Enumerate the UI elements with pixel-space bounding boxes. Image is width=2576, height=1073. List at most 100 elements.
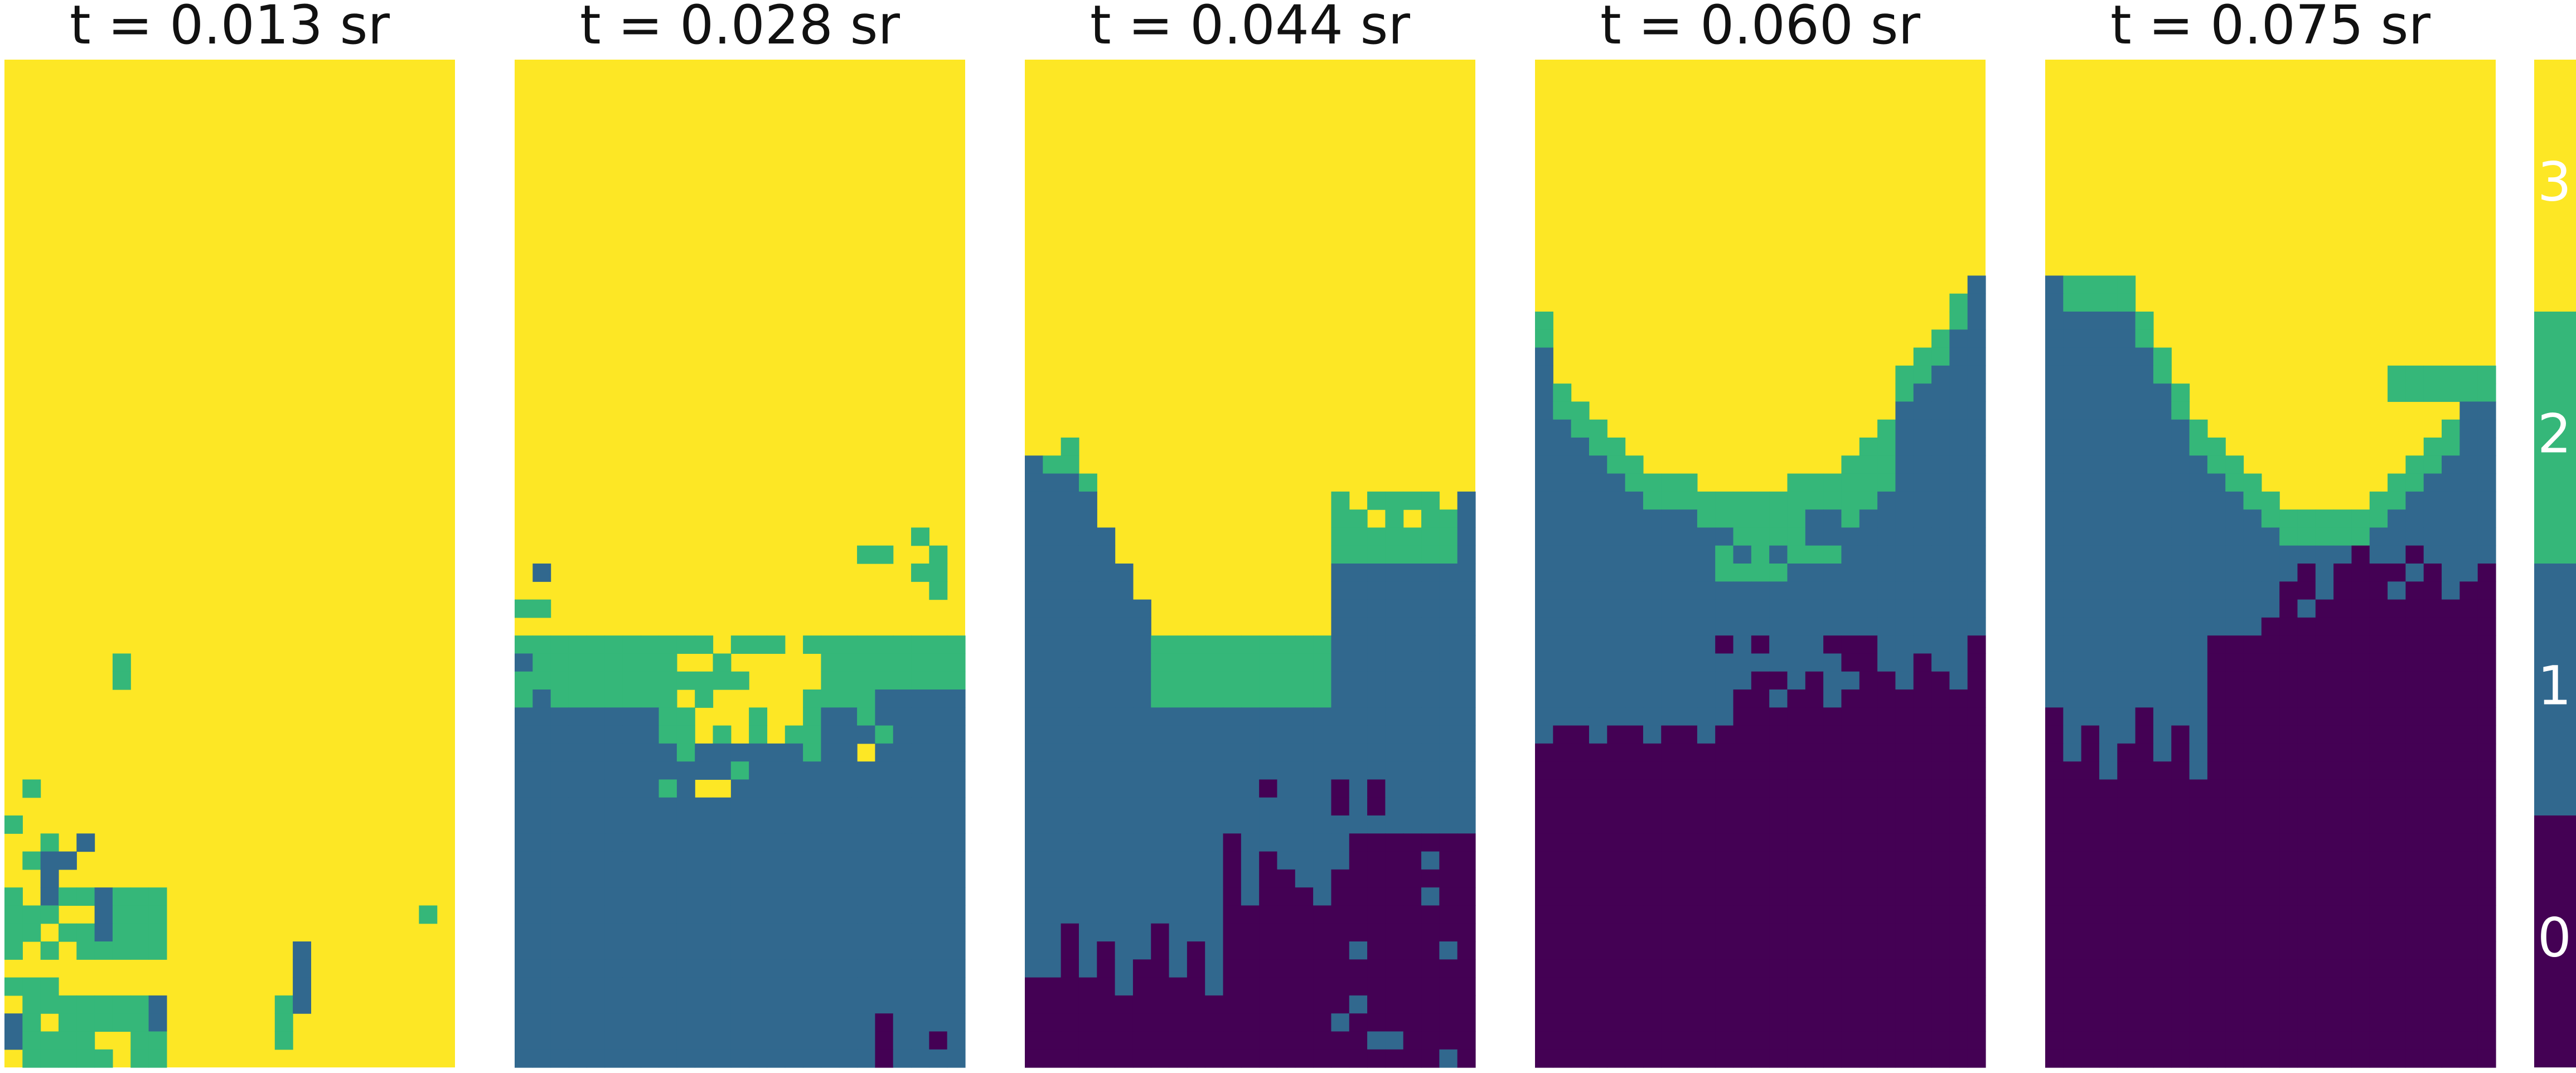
heatmap-cell [839, 1049, 858, 1068]
heatmap-cell [1787, 1031, 1806, 1050]
heatmap-cell [1841, 743, 1860, 762]
heatmap-cell [1913, 564, 1932, 582]
heatmap-cell [1295, 690, 1314, 708]
heatmap-cell [2442, 365, 2460, 384]
heatmap-cell [2261, 779, 2280, 798]
heatmap-cell [2369, 599, 2388, 618]
heatmap-cell [1949, 653, 1968, 672]
heatmap-cell [1151, 761, 1170, 780]
heatmap-cell [1169, 941, 1188, 960]
heatmap-cell [94, 887, 113, 906]
heatmap-cell [929, 887, 948, 906]
heatmap-cell [1661, 581, 1680, 600]
heatmap-cell [641, 1013, 660, 1032]
heatmap-cell [730, 815, 749, 834]
heatmap-cell [2225, 1049, 2244, 1068]
heatmap-cell [2045, 455, 2064, 474]
heatmap-cell [1931, 1049, 1950, 1068]
heatmap-cell [1751, 527, 1770, 546]
heatmap-cell [1115, 779, 1134, 798]
heatmap-cell [893, 977, 912, 996]
heatmap-cell [767, 635, 786, 654]
heatmap-cell [1457, 797, 1476, 816]
heatmap-cell [1715, 690, 1734, 708]
heatmap-cell [2207, 671, 2226, 690]
heatmap-cell [929, 743, 948, 762]
heatmap-cell [1769, 599, 1788, 618]
heatmap-cell [2297, 959, 2316, 978]
heatmap-cell [1571, 564, 1590, 582]
heatmap-cell [2477, 815, 2496, 834]
heatmap-cell [1769, 491, 1788, 510]
heatmap-cell [1877, 617, 1896, 636]
heatmap-cell [1643, 959, 1662, 978]
heatmap-cell [1553, 581, 1572, 600]
heatmap-cell [1169, 761, 1188, 780]
heatmap-cell [2117, 995, 2136, 1014]
heatmap-cell [1787, 851, 1806, 870]
heatmap-cell [587, 923, 606, 942]
heatmap-cell [695, 1013, 714, 1032]
heatmap-cell [1259, 959, 1278, 978]
heatmap-cell [2369, 690, 2388, 708]
heatmap-cell [1043, 653, 1062, 672]
heatmap-cell [2315, 653, 2334, 672]
heatmap-cell [1421, 564, 1440, 582]
heatmap-cell [929, 690, 948, 708]
heatmap-cell [2063, 1031, 2082, 1050]
heatmap-cell [1439, 653, 1458, 672]
heatmap-cell [1859, 797, 1878, 816]
heatmap-cell [2243, 815, 2262, 834]
heatmap-cell [1967, 977, 1986, 996]
heatmap-cell [2459, 564, 2478, 582]
heatmap-cell [2081, 707, 2100, 726]
heatmap-cell [2369, 1031, 2388, 1050]
heatmap-cell [1697, 671, 1716, 690]
heatmap-cell [1625, 941, 1644, 960]
heatmap-cell [1241, 761, 1260, 780]
heatmap-cell [1169, 1031, 1188, 1050]
heatmap-cell [1931, 1031, 1950, 1050]
heatmap-cell [604, 743, 623, 762]
heatmap-cell [1805, 707, 1824, 726]
heatmap-cell [1553, 977, 1572, 996]
heatmap-cell [148, 887, 167, 906]
heatmap-cell [2243, 977, 2262, 996]
heatmap-cell [94, 905, 113, 924]
heatmap-cell [1589, 743, 1607, 762]
heatmap-cell [2189, 779, 2208, 798]
heatmap-cell [1751, 707, 1770, 726]
heatmap-cell [1259, 941, 1278, 960]
heatmap-cell [1349, 564, 1368, 582]
heatmap-cell [1169, 707, 1188, 726]
heatmap-cell [2063, 797, 2082, 816]
heatmap-cell [2333, 1013, 2352, 1032]
heatmap-cell [1025, 725, 1043, 744]
heatmap-cell [130, 995, 149, 1014]
heatmap-cell [2117, 833, 2136, 852]
heatmap-cell [1949, 1049, 1968, 1068]
heatmap-cell [2297, 545, 2316, 564]
heatmap-cell [2405, 365, 2424, 384]
heatmap-cell [622, 725, 641, 744]
heatmap-cell [2423, 545, 2442, 564]
heatmap-cell [1949, 455, 1968, 474]
heatmap-cell [2315, 833, 2334, 852]
heatmap-cell [749, 815, 768, 834]
heatmap-cell [1661, 653, 1680, 672]
heatmap-cell [1061, 527, 1079, 546]
heatmap-cell [1115, 1049, 1134, 1068]
heatmap-cell [875, 851, 894, 870]
heatmap-cell [1571, 905, 1590, 924]
heatmap-cell [1931, 1013, 1950, 1032]
heatmap-cell [1535, 419, 1553, 438]
heatmap-cell [839, 905, 858, 924]
heatmap-cell [2135, 473, 2154, 492]
heatmap-cell [1715, 707, 1734, 726]
heatmap-cell [1439, 869, 1458, 888]
heatmap-cell [803, 995, 822, 1014]
heatmap-cell [676, 833, 695, 852]
heatmap-cell [1571, 779, 1590, 798]
heatmap-cell [1151, 690, 1170, 708]
heatmap-cell [1259, 977, 1278, 996]
